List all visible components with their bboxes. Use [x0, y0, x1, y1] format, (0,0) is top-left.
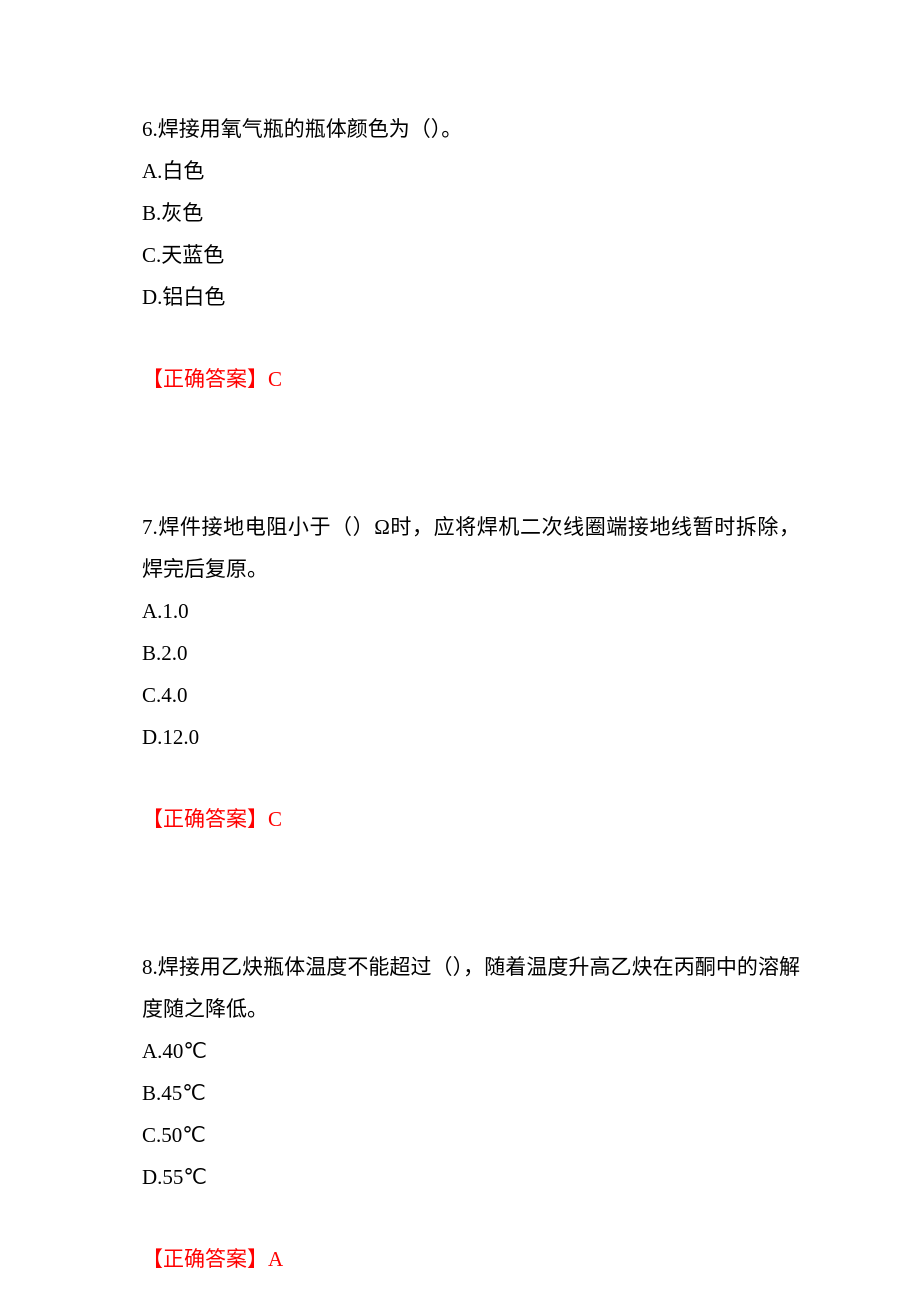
- answer-label: 【正确答案】: [142, 367, 268, 391]
- option-d: D.12.0: [142, 716, 800, 758]
- question-block-7: 7.焊件接地电阻小于（）Ω时，应将焊机二次线圈端接地线暂时拆除，焊完后复原。 A…: [142, 506, 800, 840]
- document-page: 6.焊接用氧气瓶的瓶体颜色为（）。 A.白色 B.灰色 C.天蓝色 D.铝白色 …: [0, 0, 920, 1302]
- question-stem: 7.焊件接地电阻小于（）Ω时，应将焊机二次线圈端接地线暂时拆除，焊完后复原。: [142, 506, 800, 590]
- option-a: A.1.0: [142, 590, 800, 632]
- answer-value: A: [268, 1247, 283, 1271]
- answer-value: C: [268, 807, 282, 831]
- option-c: C.50℃: [142, 1114, 800, 1156]
- answer-block: 【正确答案】C: [142, 798, 800, 840]
- answer-label: 【正确答案】: [142, 807, 268, 831]
- option-a: A.40℃: [142, 1030, 800, 1072]
- option-c: C.4.0: [142, 674, 800, 716]
- question-stem: 6.焊接用氧气瓶的瓶体颜色为（）。: [142, 108, 800, 150]
- question-stem: 8.焊接用乙炔瓶体温度不能超过（），随着温度升高乙炔在丙酮中的溶解度随之降低。: [142, 946, 800, 1030]
- option-c: C.天蓝色: [142, 234, 800, 276]
- option-d: D.55℃: [142, 1156, 800, 1198]
- option-a: A.白色: [142, 150, 800, 192]
- option-d: D.铝白色: [142, 276, 800, 318]
- option-b: B.灰色: [142, 192, 800, 234]
- answer-block: 【正确答案】A: [142, 1238, 800, 1280]
- answer-block: 【正确答案】C: [142, 358, 800, 400]
- answer-value: C: [268, 367, 282, 391]
- question-block-6: 6.焊接用氧气瓶的瓶体颜色为（）。 A.白色 B.灰色 C.天蓝色 D.铝白色 …: [142, 108, 800, 400]
- answer-label: 【正确答案】: [142, 1247, 268, 1271]
- option-b: B.45℃: [142, 1072, 800, 1114]
- option-b: B.2.0: [142, 632, 800, 674]
- question-block-8: 8.焊接用乙炔瓶体温度不能超过（），随着温度升高乙炔在丙酮中的溶解度随之降低。 …: [142, 946, 800, 1280]
